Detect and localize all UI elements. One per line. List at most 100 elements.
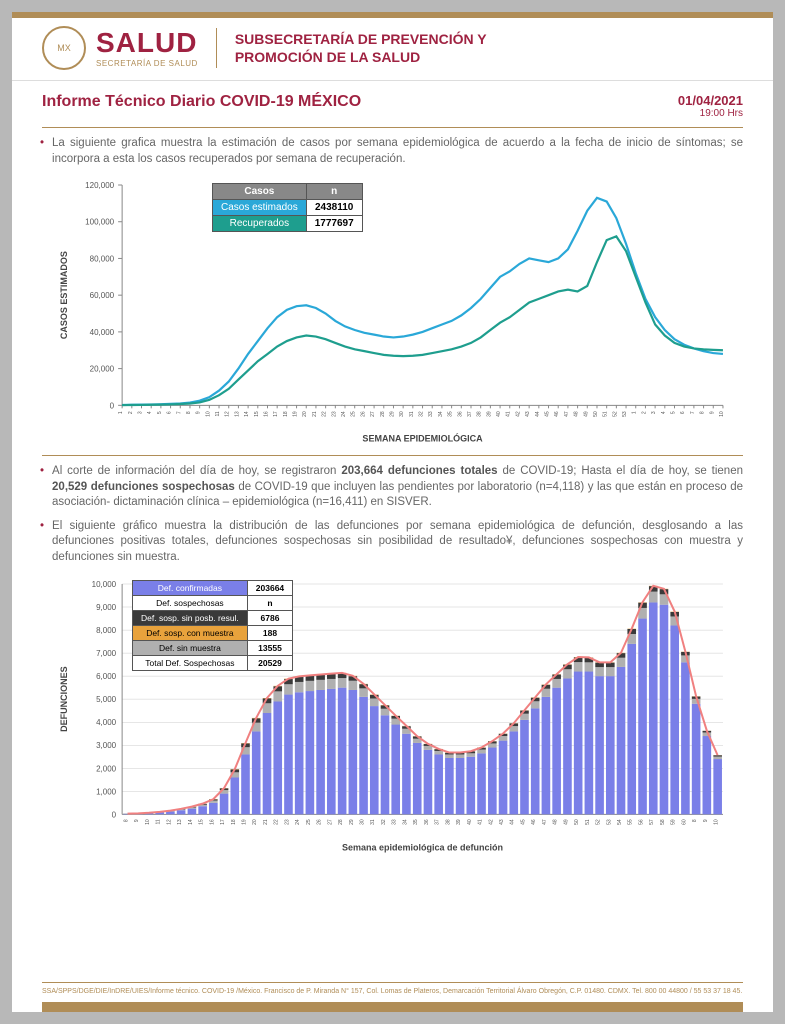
svg-text:33: 33: [392, 819, 398, 825]
svg-text:5: 5: [157, 411, 163, 414]
svg-text:12: 12: [166, 819, 172, 825]
svg-text:16: 16: [263, 411, 269, 417]
svg-text:48: 48: [553, 819, 559, 825]
svg-text:15: 15: [199, 819, 205, 825]
header: MX SALUD SECRETARÍA DE SALUD SUBSECRETAR…: [12, 18, 773, 81]
svg-text:7: 7: [176, 411, 182, 414]
svg-text:4: 4: [147, 411, 153, 414]
svg-text:0: 0: [110, 401, 115, 410]
svg-text:37: 37: [435, 819, 441, 825]
svg-text:36: 36: [424, 819, 430, 825]
svg-text:9: 9: [703, 819, 709, 822]
subsec-line1: SUBSECRETARÍA DE PREVENCIÓN Y: [235, 30, 487, 48]
svg-text:6: 6: [167, 411, 173, 414]
footer: SSA/SPPS/DGE/DIE/InDRE/UIES/Informe técn…: [12, 976, 773, 1012]
svg-text:22: 22: [322, 411, 328, 417]
report-date: 01/04/2021: [678, 93, 743, 108]
svg-text:7: 7: [690, 411, 696, 414]
svg-text:CASOS ESTIMADOS: CASOS ESTIMADOS: [59, 251, 69, 339]
paragraph-2: Al corte de información del día de hoy, …: [12, 464, 773, 519]
svg-text:8: 8: [692, 819, 698, 822]
svg-text:13: 13: [234, 411, 240, 417]
svg-text:20: 20: [302, 411, 308, 417]
svg-text:4: 4: [661, 411, 667, 414]
para1-text: La siguiente grafica muestra la estimaci…: [52, 136, 743, 167]
svg-text:3: 3: [138, 411, 144, 414]
svg-text:50: 50: [593, 411, 599, 417]
svg-text:39: 39: [456, 819, 462, 825]
svg-text:18: 18: [231, 819, 237, 825]
bottom-bar: [42, 1002, 743, 1012]
page: MX SALUD SECRETARÍA DE SALUD SUBSECRETAR…: [12, 12, 773, 1012]
svg-text:26: 26: [317, 819, 323, 825]
svg-text:34: 34: [438, 411, 444, 417]
footer-text: SSA/SPPS/DGE/DIE/InDRE/UIES/Informe técn…: [42, 987, 743, 996]
paragraph-3: El siguiente gráfico muestra la distribu…: [12, 519, 773, 574]
svg-text:23: 23: [331, 411, 337, 417]
svg-text:33: 33: [428, 411, 434, 417]
svg-text:11: 11: [156, 819, 162, 824]
svg-text:2: 2: [128, 411, 134, 414]
svg-text:35: 35: [413, 819, 419, 825]
svg-text:19: 19: [293, 411, 299, 417]
svg-text:53: 53: [606, 819, 612, 825]
header-divider: [216, 28, 217, 68]
svg-text:40,000: 40,000: [90, 328, 115, 337]
gov-seal-icon: MX: [42, 26, 86, 70]
svg-text:120,000: 120,000: [85, 181, 114, 190]
svg-text:44: 44: [510, 819, 516, 825]
svg-text:10: 10: [714, 819, 720, 825]
svg-text:16: 16: [209, 819, 215, 825]
svg-text:42: 42: [515, 411, 521, 417]
org-block: SALUD SECRETARÍA DE SALUD: [96, 29, 198, 68]
svg-text:51: 51: [585, 819, 591, 825]
svg-text:8: 8: [700, 411, 706, 414]
chart1-wrap: 020,00040,00060,00080,000100,000120,0001…: [12, 175, 773, 451]
org-name: SALUD: [96, 29, 198, 57]
svg-text:3: 3: [651, 411, 657, 414]
svg-text:23: 23: [284, 819, 290, 825]
svg-text:80,000: 80,000: [90, 254, 115, 263]
p2c: de COVID-19; Hasta el día de hoy, se tie…: [498, 465, 743, 477]
svg-text:6: 6: [680, 411, 686, 414]
svg-text:34: 34: [402, 819, 408, 825]
svg-text:5: 5: [671, 411, 677, 414]
para3-text: El siguiente gráfico muestra la distribu…: [52, 519, 743, 566]
svg-text:26: 26: [360, 411, 366, 417]
svg-text:47: 47: [542, 819, 548, 825]
svg-text:45: 45: [545, 411, 551, 417]
chart1-legend: CasosnCasos estimados2438110Recuperados1…: [212, 183, 363, 232]
svg-text:60,000: 60,000: [90, 291, 115, 300]
svg-text:30: 30: [360, 819, 366, 825]
chart2-legend: Def. confirmadas203664Def. sospechosasnD…: [132, 580, 293, 671]
svg-text:9,000: 9,000: [96, 603, 117, 612]
title-row: Informe Técnico Diario COVID-19 MÉXICO 0…: [12, 81, 773, 123]
svg-text:46: 46: [531, 819, 537, 825]
svg-text:9: 9: [709, 411, 715, 414]
svg-text:15: 15: [254, 411, 260, 417]
subsecretaria: SUBSECRETARÍA DE PREVENCIÓN Y PROMOCIÓN …: [235, 30, 487, 66]
svg-text:58: 58: [660, 819, 666, 825]
svg-text:39: 39: [486, 411, 492, 417]
svg-text:43: 43: [499, 819, 505, 825]
svg-text:44: 44: [535, 411, 541, 417]
svg-text:35: 35: [448, 411, 454, 417]
svg-text:40: 40: [496, 411, 502, 417]
org-subtitle: SECRETARÍA DE SALUD: [96, 59, 198, 68]
svg-text:14: 14: [244, 411, 250, 417]
svg-text:2,000: 2,000: [96, 764, 117, 773]
svg-text:21: 21: [312, 411, 318, 417]
svg-text:25: 25: [306, 819, 312, 825]
svg-text:22: 22: [274, 819, 280, 825]
svg-text:10: 10: [145, 819, 151, 825]
svg-text:32: 32: [381, 819, 387, 825]
svg-text:11: 11: [215, 411, 221, 416]
svg-text:1,000: 1,000: [96, 787, 117, 796]
svg-text:Semana epidemiológica de defun: Semana epidemiológica de defunción: [342, 842, 503, 852]
svg-text:31: 31: [370, 819, 376, 825]
svg-text:32: 32: [419, 411, 425, 417]
svg-text:29: 29: [389, 411, 395, 417]
svg-text:43: 43: [525, 411, 531, 417]
svg-text:1: 1: [632, 411, 638, 414]
chart2-wrap: 01,0002,0003,0004,0005,0006,0007,0008,00…: [12, 574, 773, 860]
